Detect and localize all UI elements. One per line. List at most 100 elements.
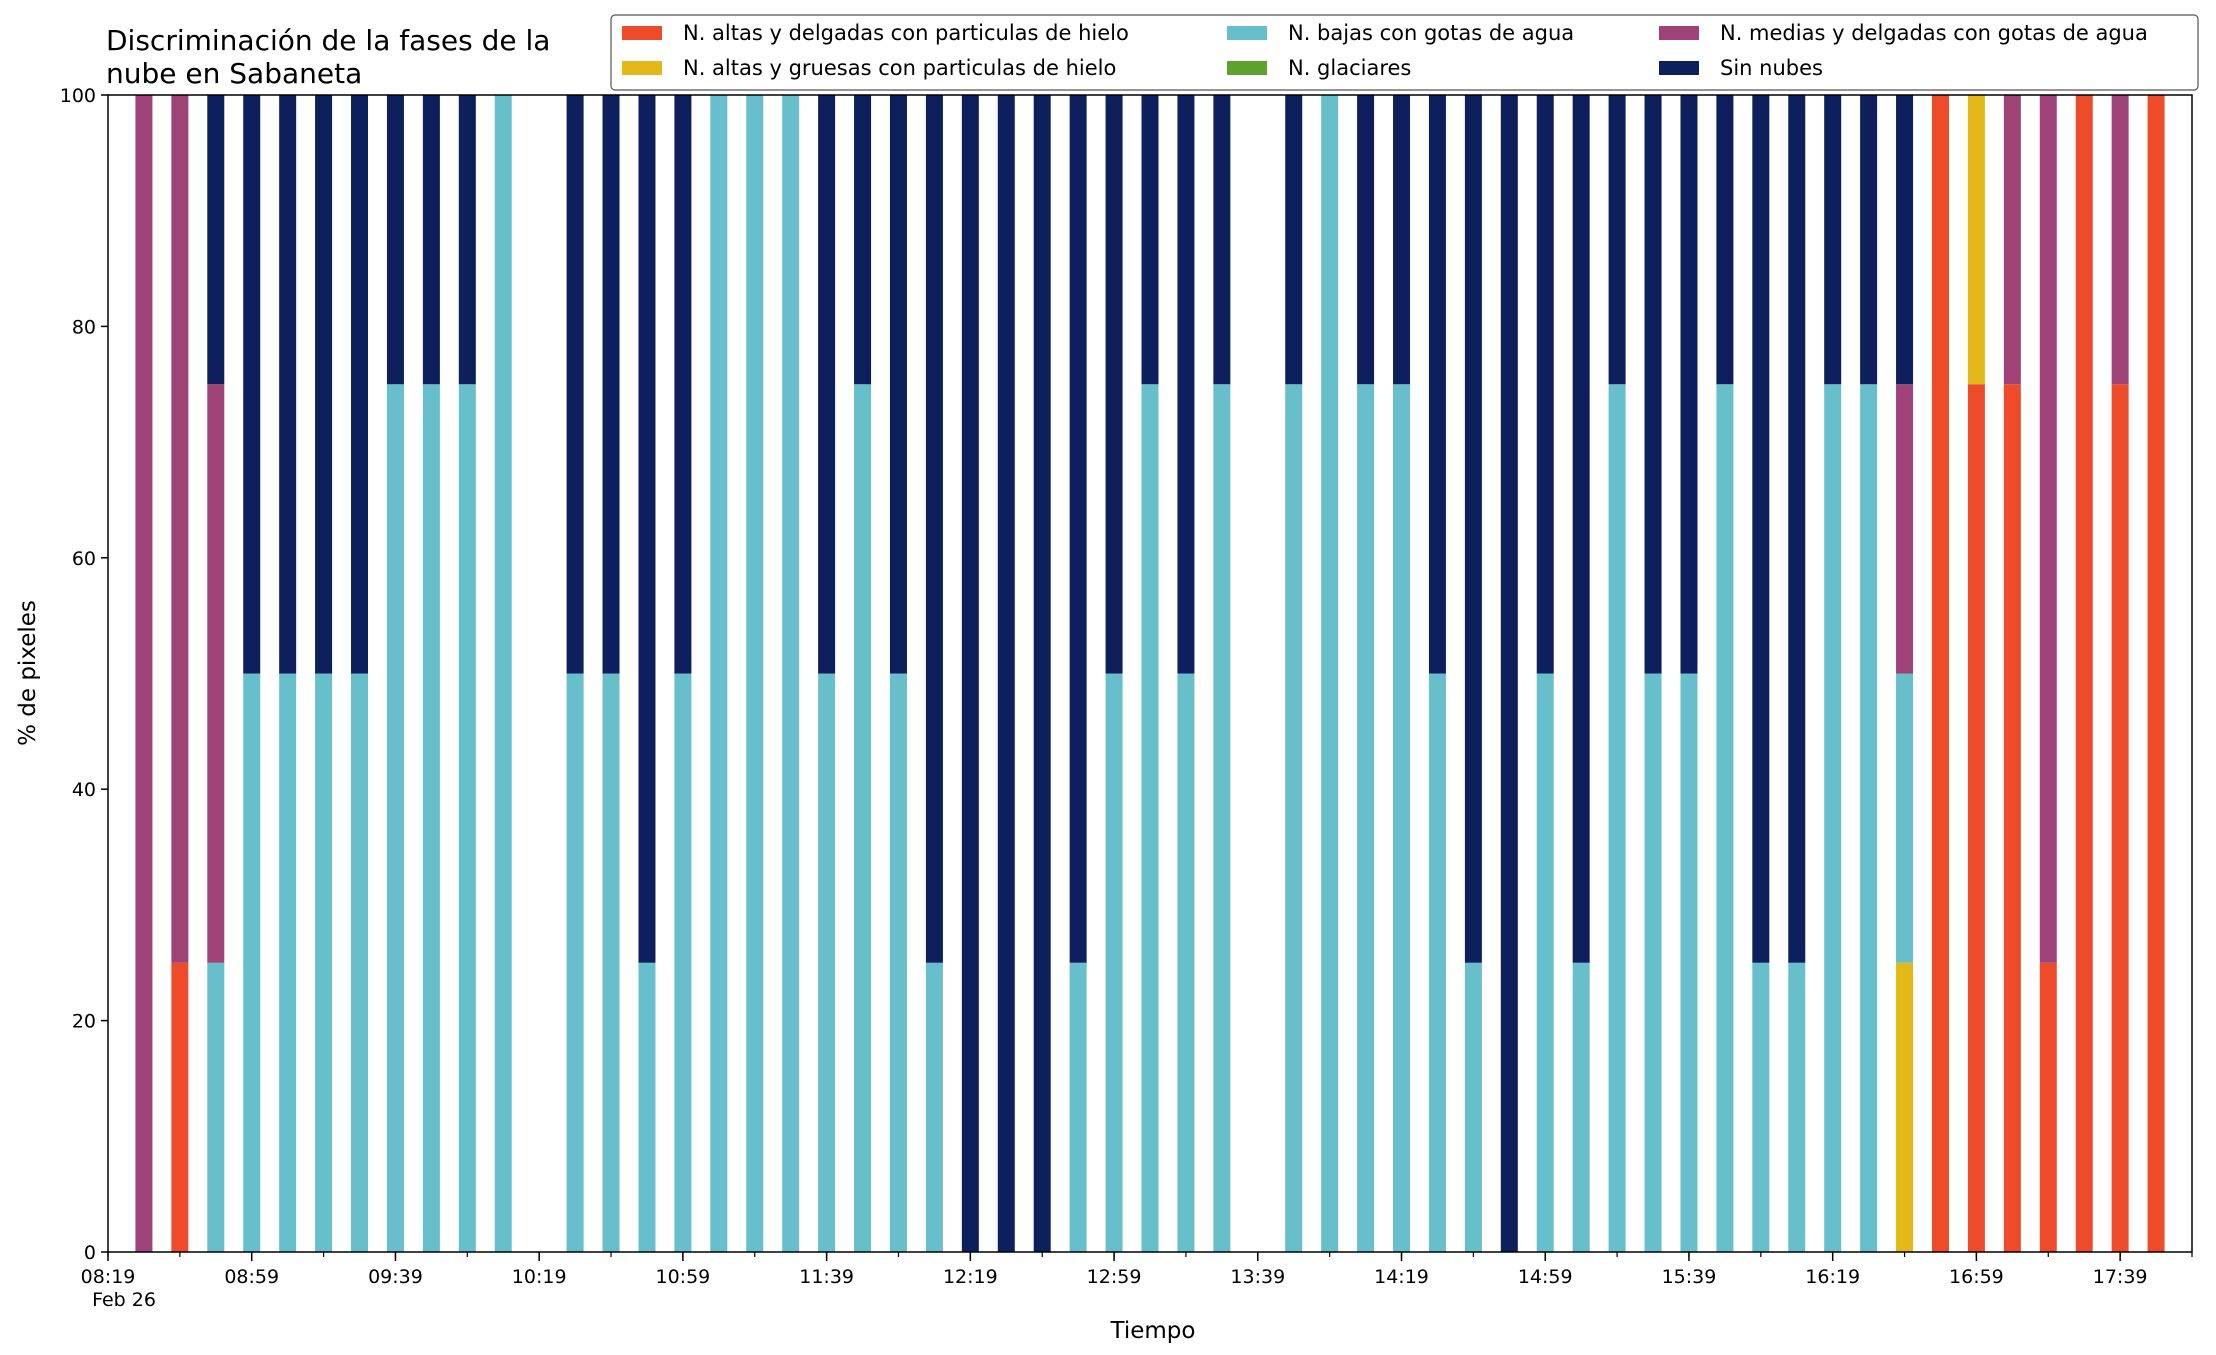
bar-segment-35-5 bbox=[1393, 95, 1411, 385]
bar-segment-21-5 bbox=[889, 95, 907, 674]
bar-segment-22-5 bbox=[925, 95, 943, 963]
bar-segment-20-5 bbox=[854, 95, 872, 385]
x-tick-label-9: 14:19 bbox=[1374, 1266, 1429, 1288]
bar-segment-32-5 bbox=[1285, 95, 1303, 385]
bar-segment-52-4 bbox=[2003, 95, 2021, 385]
bar-segment-0-4 bbox=[135, 95, 153, 1252]
legend-label-0: N. altas y delgadas con particulas de hi… bbox=[683, 21, 1129, 45]
x-tick-label-7: 12:59 bbox=[1087, 1266, 1142, 1288]
bar-segment-4-5 bbox=[279, 95, 297, 674]
bar-segment-3-5 bbox=[243, 95, 261, 674]
bar-segment-42-2 bbox=[1644, 673, 1662, 1252]
bar-segment-55-0 bbox=[2111, 384, 2129, 1252]
bar-segment-15-2 bbox=[674, 673, 692, 1252]
bar-segment-7-5 bbox=[386, 95, 404, 385]
bar-segment-27-5 bbox=[1105, 95, 1123, 674]
bar-segment-56-0 bbox=[2147, 95, 2165, 1252]
bar-segment-15-5 bbox=[674, 95, 692, 674]
bar-segment-34-2 bbox=[1357, 384, 1375, 1252]
bar-segment-34-5 bbox=[1357, 95, 1375, 385]
legend-label-4: N. medias y delgadas con gotas de agua bbox=[1720, 21, 2148, 45]
legend: N. altas y delgadas con particulas de hi… bbox=[610, 14, 2199, 91]
legend-swatch-3 bbox=[1227, 61, 1267, 75]
bar-segment-41-5 bbox=[1608, 95, 1626, 385]
bar-segment-7-2 bbox=[386, 384, 404, 1252]
bar-segment-53-4 bbox=[2039, 95, 2057, 963]
bar-segment-28-2 bbox=[1141, 384, 1159, 1252]
bar-segment-21-2 bbox=[889, 673, 907, 1252]
bar-segment-48-5 bbox=[1860, 95, 1878, 385]
y-axis: 0 20 40 60 80 100 bbox=[60, 85, 108, 1264]
bar-segment-17-2 bbox=[746, 95, 764, 1252]
bar-segment-12-5 bbox=[566, 95, 584, 674]
bar-segment-55-4 bbox=[2111, 95, 2129, 385]
bar-segment-10-2 bbox=[494, 95, 512, 1252]
bar-segment-24-5 bbox=[997, 95, 1015, 1252]
bar-segment-9-2 bbox=[458, 384, 476, 1252]
bar-segment-45-2 bbox=[1752, 962, 1770, 1252]
bar-segment-35-2 bbox=[1393, 384, 1411, 1252]
bar-segment-13-2 bbox=[602, 673, 620, 1252]
x-axis: 08:19 08:59 09:39 10:19 10:59 11:39 12:19 12:59… bbox=[81, 1252, 2193, 1288]
bar-segment-28-5 bbox=[1141, 95, 1159, 385]
chart-title-line-2: nube en Sabaneta bbox=[106, 57, 362, 90]
bar-segment-44-2 bbox=[1716, 384, 1734, 1252]
y-tick-label-1: 20 bbox=[72, 1011, 96, 1033]
bar-segment-26-2 bbox=[1069, 962, 1087, 1252]
bar-segment-46-5 bbox=[1788, 95, 1806, 963]
bar-segment-44-5 bbox=[1716, 95, 1734, 385]
bar-segment-37-5 bbox=[1464, 95, 1482, 963]
bar-segment-5-2 bbox=[315, 673, 333, 1252]
bar-segment-25-5 bbox=[1033, 95, 1051, 1252]
x-tick-label-1: 08:59 bbox=[224, 1266, 279, 1288]
x-tick-label-0: 08:19 bbox=[81, 1266, 136, 1288]
bar-segment-16-2 bbox=[710, 95, 728, 1252]
bar-segment-30-5 bbox=[1213, 95, 1231, 385]
bar-segment-39-2 bbox=[1536, 673, 1554, 1252]
bar-segment-29-2 bbox=[1177, 673, 1195, 1252]
bar-segment-27-2 bbox=[1105, 673, 1123, 1252]
y-tick-label-3: 60 bbox=[72, 548, 96, 570]
legend-swatch-1 bbox=[622, 61, 662, 75]
x-tick-label-13: 16:59 bbox=[1949, 1266, 2004, 1288]
bar-segment-40-2 bbox=[1572, 962, 1590, 1252]
bar-segment-1-4 bbox=[171, 95, 189, 963]
y-tick-label-4: 80 bbox=[72, 316, 96, 338]
legend-frame bbox=[610, 14, 2199, 91]
bar-segment-2-2 bbox=[207, 962, 225, 1252]
bar-segment-3-2 bbox=[243, 673, 261, 1252]
x-date-label: Feb 26 bbox=[92, 1289, 156, 1311]
x-tick-label-14: 17:39 bbox=[2093, 1266, 2148, 1288]
bar-segment-36-5 bbox=[1428, 95, 1446, 674]
legend-label-3: N. glaciares bbox=[1288, 56, 1411, 80]
bar-segment-49-1 bbox=[1896, 962, 1914, 1252]
bar-segment-37-2 bbox=[1464, 962, 1482, 1252]
plot-frame bbox=[107, 94, 2193, 1253]
bar-segment-43-5 bbox=[1680, 95, 1698, 674]
bar-segment-14-2 bbox=[638, 962, 656, 1252]
bar-segment-8-2 bbox=[422, 384, 440, 1252]
bar-segment-43-2 bbox=[1680, 673, 1698, 1252]
x-tick-label-3: 10:19 bbox=[512, 1266, 567, 1288]
bar-segment-47-5 bbox=[1824, 95, 1842, 385]
x-tick-label-2: 09:39 bbox=[368, 1266, 423, 1288]
bar-segment-52-0 bbox=[2003, 384, 2021, 1252]
bar-segment-49-2 bbox=[1896, 673, 1914, 963]
x-axis-title: Tiempo bbox=[1110, 1318, 1196, 1344]
x-tick-label-4: 10:59 bbox=[656, 1266, 711, 1288]
bar-segment-38-5 bbox=[1500, 95, 1518, 1252]
bar-segment-6-2 bbox=[351, 673, 369, 1252]
bar-segment-5-5 bbox=[315, 95, 333, 674]
bar-segment-2-5 bbox=[207, 95, 225, 385]
bar-segment-22-2 bbox=[925, 962, 943, 1252]
bar-segment-1-0 bbox=[171, 962, 189, 1252]
legend-swatch-5 bbox=[1659, 61, 1699, 75]
bars-layer bbox=[135, 95, 2165, 1252]
bar-segment-49-5 bbox=[1896, 95, 1914, 385]
bar-segment-53-0 bbox=[2039, 962, 2057, 1252]
bar-segment-50-0 bbox=[1931, 95, 1949, 1252]
legend-swatch-2 bbox=[1227, 26, 1267, 40]
y-axis-title: % de pixeles bbox=[15, 600, 41, 746]
x-tick-label-12: 16:19 bbox=[1805, 1266, 1860, 1288]
